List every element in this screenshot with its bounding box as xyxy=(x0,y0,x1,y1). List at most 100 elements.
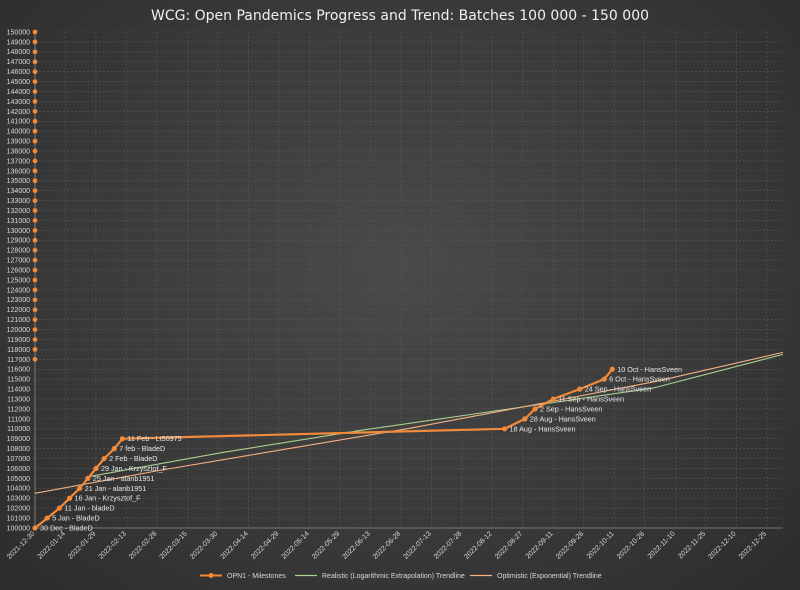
milestone-point xyxy=(77,485,83,491)
y-tick-label: 131000 xyxy=(7,218,30,225)
milestone-point xyxy=(119,436,126,442)
target-marker xyxy=(32,188,38,194)
target-marker xyxy=(32,148,38,154)
milestone-point xyxy=(32,525,38,531)
x-tick-label: 2022-06-28 xyxy=(372,530,402,560)
y-tick-label: 137000 xyxy=(7,158,30,165)
milestone-label: 25 Jan - alanb1951 xyxy=(93,474,155,483)
y-tick-label: 114000 xyxy=(7,387,30,394)
target-marker xyxy=(32,198,38,204)
legend-label: OPN1 - Milestones xyxy=(227,573,286,580)
milestone-label: 11 Sep - HansSveen xyxy=(558,395,624,404)
y-tick-label: 109000 xyxy=(7,436,30,443)
milestone-point xyxy=(532,406,538,412)
y-tick-label: 119000 xyxy=(7,337,30,344)
target-marker xyxy=(32,138,38,144)
target-marker xyxy=(32,118,38,124)
y-tick-label: 103000 xyxy=(7,496,30,503)
y-tick-label: 146000 xyxy=(7,69,30,76)
y-tick-label: 117000 xyxy=(7,357,30,364)
y-tick-label: 145000 xyxy=(7,79,30,86)
target-marker xyxy=(32,247,38,253)
milestone-label: 5 Jan - BladeD xyxy=(52,514,100,523)
y-tick-label: 124000 xyxy=(7,287,30,294)
target-marker xyxy=(32,29,38,35)
y-tick-label: 116000 xyxy=(7,367,30,374)
y-tick-label: 121000 xyxy=(7,317,30,324)
target-marker xyxy=(32,158,38,164)
y-tick-label: 101000 xyxy=(7,515,30,522)
y-tick-label: 133000 xyxy=(7,198,30,205)
y-tick-label: 144000 xyxy=(7,89,30,96)
target-marker xyxy=(32,59,38,65)
y-tick-label: 143000 xyxy=(7,99,30,106)
y-tick-label: 149000 xyxy=(7,39,30,46)
x-tick-label: 2022-10-26 xyxy=(616,530,646,560)
y-tick-label: 140000 xyxy=(7,129,30,136)
milestone-point xyxy=(44,515,50,521)
milestone-point xyxy=(501,426,508,432)
y-tick-label: 132000 xyxy=(7,208,30,215)
target-marker xyxy=(32,128,38,134)
y-tick-label: 123000 xyxy=(7,297,30,304)
y-tick-label: 100000 xyxy=(7,525,30,532)
y-tick-label: 112000 xyxy=(7,406,30,413)
x-tick-label: 2022-12-25 xyxy=(738,530,768,560)
milestone-label: 11 Jan - bladeD xyxy=(64,504,114,513)
y-tick-label: 122000 xyxy=(7,307,30,314)
x-tick-label: 2022-11-25 xyxy=(677,530,707,560)
milestone-point xyxy=(522,416,528,422)
y-tick-label: 106000 xyxy=(7,466,30,473)
y-tick-label: 118000 xyxy=(7,347,30,354)
milestone-point xyxy=(609,366,615,372)
target-marker xyxy=(32,178,38,184)
target-marker xyxy=(32,79,38,84)
y-tick-label: 150000 xyxy=(7,29,30,36)
milestone-label: 2 Sep - HansSveen xyxy=(540,404,602,413)
x-tick-label: 2022-12-10 xyxy=(707,530,737,560)
target-marker xyxy=(32,356,38,362)
target-marker xyxy=(32,297,38,303)
target-marker xyxy=(32,108,38,114)
x-tick-label: 2022-03-15 xyxy=(159,530,189,560)
milestone-label: 11 Feb - Lt50975 xyxy=(127,434,181,443)
y-tick-label: 108000 xyxy=(7,446,30,453)
optimistic-trendline xyxy=(34,351,784,494)
x-tick-label: 2022-04-14 xyxy=(220,530,250,560)
target-marker xyxy=(32,257,38,263)
y-tick-label: 141000 xyxy=(7,119,30,126)
x-tick-label: 2022-02-13 xyxy=(98,530,128,560)
y-tick-label: 125000 xyxy=(7,277,30,284)
target-marker xyxy=(32,69,38,75)
y-tick-label: 130000 xyxy=(7,228,30,235)
milestone-point xyxy=(66,495,73,501)
x-tick-label: 2022-08-27 xyxy=(494,530,524,560)
y-tick-label: 105000 xyxy=(7,476,30,483)
x-tick-label: 2022-01-14 xyxy=(37,530,67,560)
milestone-point xyxy=(111,446,117,452)
realistic-trendline xyxy=(89,353,784,477)
y-tick-label: 147000 xyxy=(7,59,30,66)
y-tick-label: 126000 xyxy=(7,267,30,274)
target-marker xyxy=(32,208,38,213)
milestone-label: 2 Feb - BladeD xyxy=(109,454,157,463)
y-tick-label: 120000 xyxy=(7,327,30,334)
y-tick-label: 142000 xyxy=(7,109,30,116)
legend-label: Optimistic (Exponential) Trendline xyxy=(497,573,602,580)
y-tick-label: 128000 xyxy=(7,248,30,255)
target-marker xyxy=(32,277,38,283)
chart-title: WCG: Open Pandemics Progress and Trend: … xyxy=(151,8,649,24)
milestones-series xyxy=(32,29,615,531)
y-tick-label: 127000 xyxy=(7,258,30,265)
milestone-point xyxy=(550,396,556,402)
milestone-label: 10 Oct - HansSveen xyxy=(617,365,682,374)
x-tick-label: 2022-05-29 xyxy=(311,530,341,560)
x-axis: 2021-12-30 2022-01-14 2022-01-29 2022-02-13… xyxy=(6,527,783,561)
legend-marker xyxy=(208,573,214,578)
x-tick-label: 2022-08-12 xyxy=(463,530,493,560)
milestone-label: 30 Dec - BladeD xyxy=(40,524,93,533)
milestone-label: 24 Sep - HansSveen xyxy=(585,385,651,394)
y-tick-label: 136000 xyxy=(7,168,30,175)
x-tick-label: 2022-10-11 xyxy=(586,530,616,560)
